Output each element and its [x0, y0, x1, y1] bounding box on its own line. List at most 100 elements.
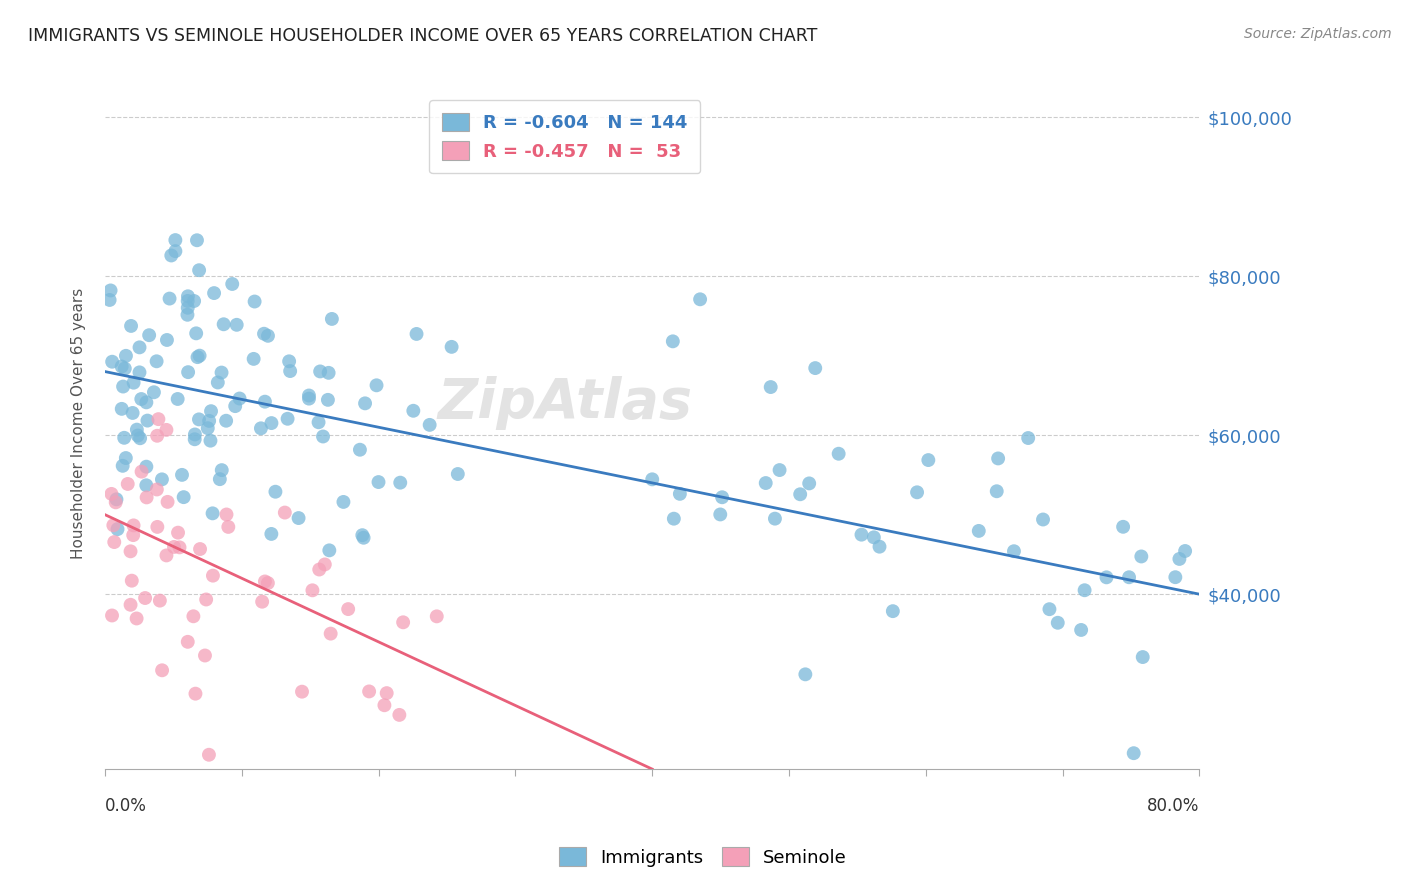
Point — [125, 423, 148, 437]
Point — [253, 574, 276, 589]
Point — [314, 558, 336, 572]
Point — [291, 684, 314, 698]
Point — [301, 583, 323, 598]
Point — [332, 495, 354, 509]
Point — [1095, 570, 1118, 584]
Point — [100, 284, 122, 298]
Point — [188, 542, 211, 557]
Point — [115, 349, 138, 363]
Point — [352, 528, 374, 542]
Point — [127, 428, 149, 442]
Point — [804, 361, 827, 376]
Point — [98, 293, 121, 307]
Point — [125, 611, 148, 625]
Point — [131, 392, 153, 406]
Point — [851, 527, 873, 541]
Point — [366, 378, 388, 392]
Point — [298, 392, 321, 406]
Point — [100, 487, 122, 501]
Point — [354, 396, 377, 410]
Point — [917, 453, 939, 467]
Point — [188, 412, 211, 426]
Point — [120, 318, 142, 333]
Point — [114, 361, 136, 376]
Point — [177, 301, 200, 315]
Point — [319, 626, 342, 640]
Point — [392, 615, 415, 630]
Point — [186, 350, 208, 364]
Point — [160, 248, 183, 262]
Point — [112, 379, 135, 393]
Point — [228, 392, 250, 406]
Point — [146, 483, 169, 497]
Text: Source: ZipAtlas.com: Source: ZipAtlas.com — [1244, 27, 1392, 41]
Point — [107, 522, 129, 536]
Text: 0.0%: 0.0% — [105, 797, 146, 814]
Point — [447, 467, 470, 481]
Point — [278, 354, 301, 368]
Point — [111, 458, 134, 473]
Point — [128, 340, 150, 354]
Point — [755, 476, 778, 491]
Point — [243, 294, 266, 309]
Point — [103, 535, 125, 549]
Legend: R = -0.604   N = 144, R = -0.457   N =  53: R = -0.604 N = 144, R = -0.457 N = 53 — [429, 100, 700, 173]
Point — [135, 395, 157, 409]
Point — [759, 380, 782, 394]
Point — [170, 467, 193, 482]
Point — [197, 421, 219, 435]
Point — [253, 326, 276, 341]
Point — [135, 491, 157, 505]
Point — [114, 450, 136, 465]
Y-axis label: Householder Income Over 65 years: Householder Income Over 65 years — [72, 287, 86, 559]
Point — [308, 562, 330, 576]
Point — [169, 541, 191, 555]
Point — [353, 531, 375, 545]
Point — [882, 604, 904, 618]
Point — [321, 312, 343, 326]
Point — [105, 492, 128, 507]
Point — [200, 404, 222, 418]
Point — [121, 406, 143, 420]
Point — [134, 591, 156, 605]
Point — [402, 404, 425, 418]
Point — [337, 602, 360, 616]
Point — [149, 593, 172, 607]
Point — [277, 411, 299, 425]
Legend: Immigrants, Seminole: Immigrants, Seminole — [551, 840, 855, 874]
Point — [308, 415, 330, 429]
Point — [242, 351, 264, 366]
Point — [309, 364, 332, 378]
Point — [155, 549, 177, 563]
Point — [165, 233, 187, 247]
Point — [440, 340, 463, 354]
Point — [662, 511, 685, 525]
Point — [211, 463, 233, 477]
Point — [1168, 552, 1191, 566]
Point — [905, 485, 928, 500]
Point — [768, 463, 790, 477]
Point — [225, 318, 247, 332]
Point — [1112, 520, 1135, 534]
Point — [789, 487, 811, 501]
Point — [375, 686, 398, 700]
Point — [200, 434, 222, 448]
Point — [215, 508, 238, 522]
Point — [349, 442, 371, 457]
Point — [388, 707, 411, 722]
Point — [863, 530, 886, 544]
Point — [183, 609, 205, 624]
Point — [641, 472, 664, 486]
Point — [217, 520, 239, 534]
Point — [142, 385, 165, 400]
Point — [318, 366, 340, 380]
Point — [155, 423, 177, 437]
Point — [183, 432, 205, 446]
Point — [221, 277, 243, 291]
Point — [129, 431, 152, 445]
Point — [669, 487, 692, 501]
Point — [131, 465, 153, 479]
Point — [1130, 549, 1153, 564]
Point — [1017, 431, 1039, 445]
Point — [165, 244, 187, 259]
